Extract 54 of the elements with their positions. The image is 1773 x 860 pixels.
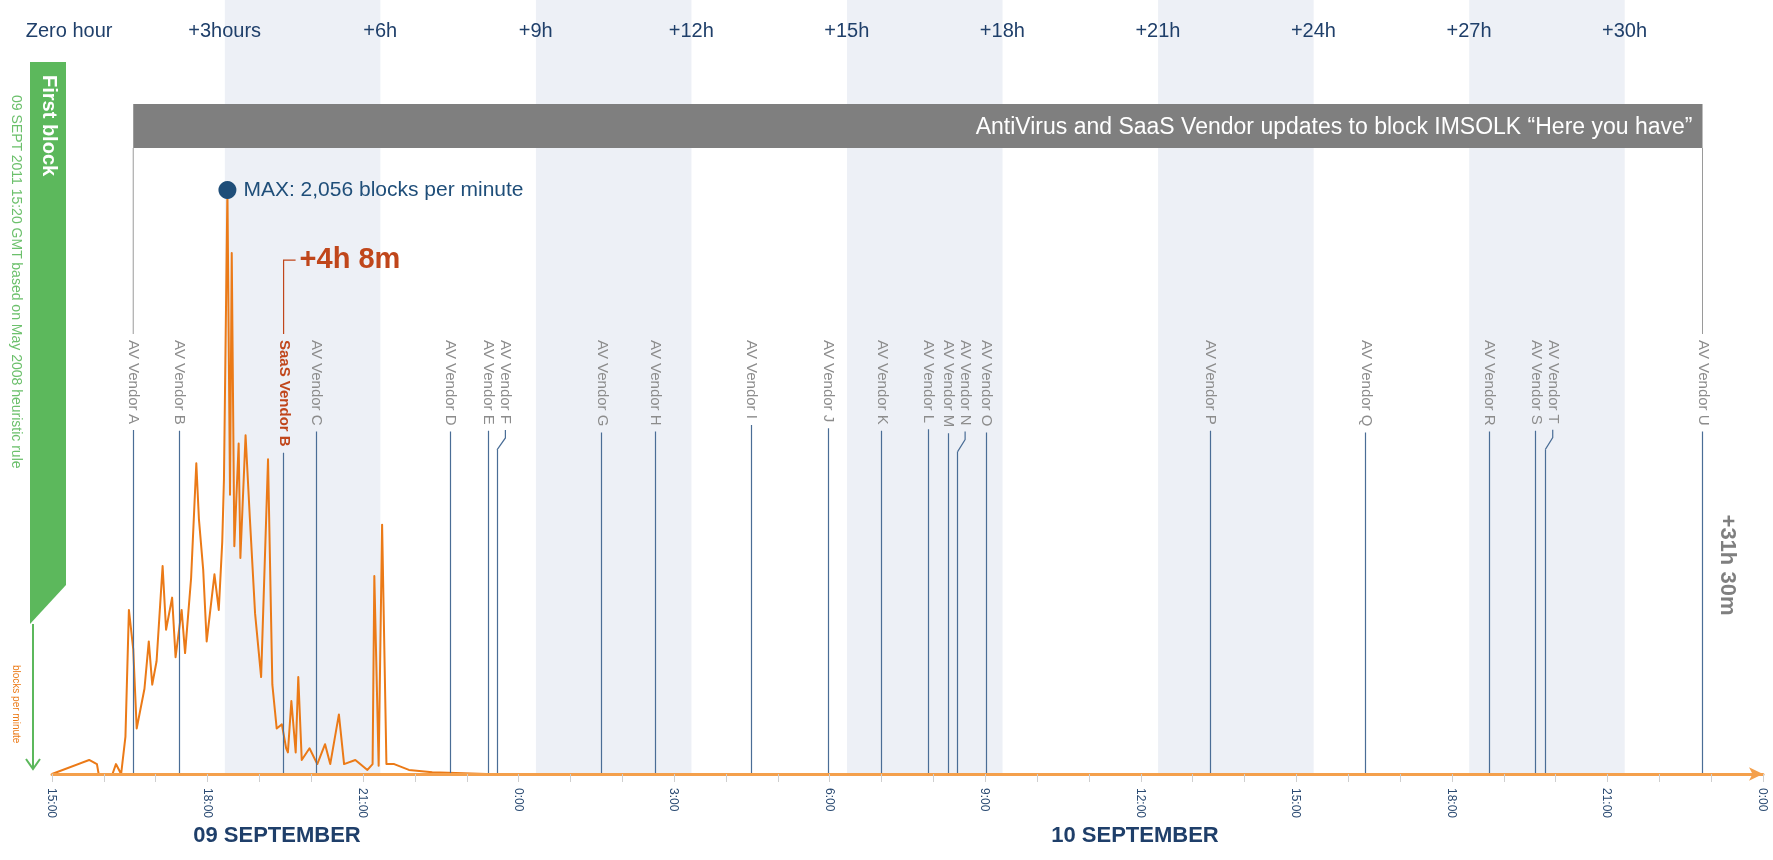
x-tick-label: 21:00: [356, 788, 371, 819]
x2-tick-label: +27h: [1446, 19, 1492, 41]
ref-line-label: AV Vendor D: [443, 340, 461, 426]
x2-tick-label: +3hours: [188, 19, 262, 41]
x-tick-label: 6:00: [822, 788, 837, 812]
x-tick-label: 21:00: [1600, 788, 1615, 819]
ref-line-label: AV Vendor Q: [1358, 340, 1376, 427]
ref-line-label: AV Vendor A: [126, 340, 144, 424]
text: First block: [38, 75, 61, 178]
x2-tick-label: +24h: [1290, 19, 1336, 41]
x-tick-label: 0:00: [1756, 788, 1770, 812]
x2-tick-label: +21h: [1135, 19, 1181, 41]
ref-line-label: AV Vendor J: [821, 340, 839, 423]
ref-line-label: AV Vendor U: [1695, 340, 1713, 426]
ref-line-label: AV Vendor H: [648, 340, 666, 426]
annotation: +4h 8m: [299, 241, 401, 274]
ref-line-label: AV Vendor K: [874, 340, 892, 425]
x-tick-label: 12:00: [1133, 788, 1148, 819]
x-tick-label: 0:00: [511, 788, 526, 812]
text: 10 SEPTEMBER: [1051, 822, 1219, 847]
ref-line-label: AV Vendor P: [1202, 340, 1220, 425]
x-tick-label: 15:00: [45, 788, 59, 819]
x2-tick-label: +12h: [668, 19, 714, 41]
ref-line-label: AV Vendor M: [941, 340, 959, 428]
ref-line-label: AV Vendor O: [979, 340, 997, 427]
ref-line-label: AV Vendor I: [744, 340, 762, 419]
text: 09 SEPTEMBER: [193, 822, 361, 847]
text: 09 SEPT 2011 15:20 GMT based on May 2008 heuristic rule: [9, 95, 26, 469]
x-tick-label: 15:00: [1289, 788, 1304, 819]
x-tick-label: 18:00: [1444, 788, 1459, 819]
ref-line-label: AV Vendor L: [921, 340, 939, 424]
annotation: +31h 30m: [1715, 514, 1741, 616]
x-tick-label: 3:00: [667, 788, 682, 812]
ref-line-label: AV Vendor S: [1528, 340, 1546, 425]
annotation: MAX: 2,056 blocks per minute: [243, 176, 524, 200]
x2-tick-label: +15h: [824, 19, 870, 41]
ref-line-label: SaaS Vendor B: [276, 340, 294, 447]
x2-tick-label: +6h: [363, 19, 398, 41]
ref-line-label: AV Vendor T: [1545, 340, 1563, 424]
x-tick-label: 9:00: [978, 788, 993, 812]
ref-line-label: AV Vendor G: [594, 340, 612, 427]
x-tick-label: 18:00: [200, 788, 215, 819]
ref-line-label: AV Vendor R: [1482, 340, 1500, 426]
x2-tick-label: +30h: [1602, 19, 1648, 41]
ref-line-label: AV Vendor F: [498, 340, 516, 424]
ref-line-label: AV Vendor C: [309, 340, 327, 426]
text: AntiVirus and SaaS Vendor updates to block IMSOLK “Here you have”: [975, 113, 1693, 139]
x2-tick-label: Zero hour: [25, 19, 113, 41]
x2-tick-label: +9h: [518, 19, 553, 41]
x2-tick-label: +18h: [979, 19, 1025, 41]
ref-line-label: AV Vendor E: [481, 340, 499, 425]
ref-line-label: AV Vendor N: [958, 340, 976, 426]
ref-line-label: AV Vendor B: [172, 340, 190, 425]
y-axis-title: blocks per minute: [11, 665, 23, 744]
